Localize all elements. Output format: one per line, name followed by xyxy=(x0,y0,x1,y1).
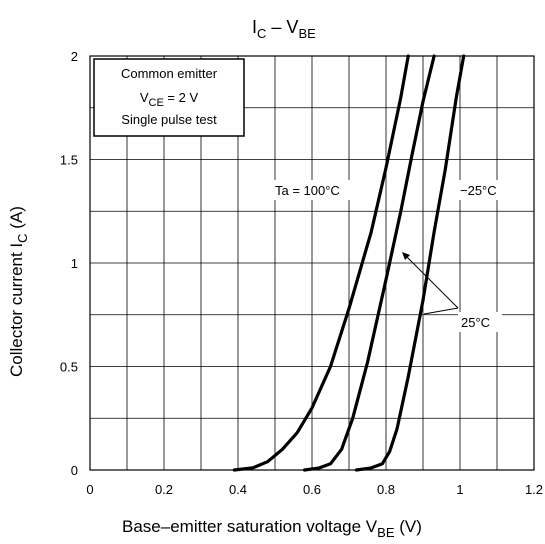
x-tick-label: 0.2 xyxy=(155,482,173,497)
series-curves xyxy=(232,54,466,472)
series-line-1 xyxy=(303,54,436,472)
y-tick-label: 0.5 xyxy=(60,360,78,375)
y-tick-label: 2 xyxy=(71,49,78,64)
arrowhead-25c xyxy=(402,252,410,260)
leader-arrows xyxy=(402,252,459,315)
leader-line-25c xyxy=(403,253,459,309)
x-tick-label: 1 xyxy=(456,482,463,497)
y-tick-label: 1.5 xyxy=(60,153,78,168)
conditions-line-3: Single pulse test xyxy=(121,112,217,127)
series-label-100c: Ta = 100°C xyxy=(275,183,340,198)
leader-line-neg25c xyxy=(423,307,459,315)
x-tick-label: 0.8 xyxy=(377,482,395,497)
conditions-line-2: VCE = 2 V xyxy=(140,90,199,109)
x-tick-label: 0 xyxy=(86,482,93,497)
conditions-line-1: Common emitter xyxy=(121,66,218,81)
x-axis-label: Base–emitter saturation voltage VBE (V) xyxy=(122,517,422,540)
chart-title: IC – VBE xyxy=(252,17,316,41)
label-neg25c-bg xyxy=(458,180,506,200)
x-tick-label: 0.4 xyxy=(229,482,247,497)
plot-frame xyxy=(89,55,535,471)
y-tick-label: 1 xyxy=(71,256,78,271)
conditions-frame xyxy=(93,58,245,137)
y-axis-label: Collector current IC (A) xyxy=(7,206,30,377)
series-line-0 xyxy=(232,54,410,472)
label-25c-bg xyxy=(458,312,502,332)
series-line-2 xyxy=(354,54,466,472)
x-tick-label: 1.2 xyxy=(525,482,543,497)
series-label-neg25c: −25°C xyxy=(460,183,497,198)
x-tick-label: 0.6 xyxy=(303,482,321,497)
tick-labels: 0 0.2 0.4 0.6 0.8 1 1.2 0 0.5 1 1.5 2 xyxy=(60,49,543,497)
conditions-box: Common emitter VCE = 2 V Single pulse te… xyxy=(93,58,245,137)
label-100c-bg xyxy=(272,180,362,200)
y-tick-label: 0 xyxy=(71,463,78,478)
series-label-25c: 25°C xyxy=(461,315,490,330)
